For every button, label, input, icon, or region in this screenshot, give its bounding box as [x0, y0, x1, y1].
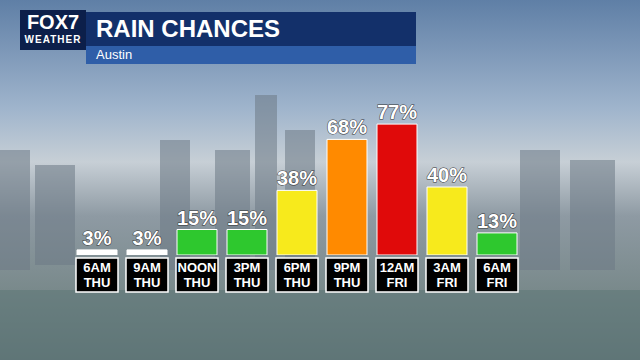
svg-text:15%: 15% — [227, 207, 267, 229]
svg-text:9AM: 9AM — [133, 260, 160, 275]
svg-text:3%: 3% — [83, 227, 112, 249]
html-text:Austin: Austin — [96, 47, 133, 62]
svg-text:9PM: 9PM — [334, 260, 361, 275]
svg-text:77%: 77% — [377, 101, 417, 123]
svg-text:6PM: 6PM — [284, 260, 311, 275]
svg-text:THU: THU — [184, 275, 211, 290]
svg-text:3%: 3% — [133, 227, 162, 249]
svg-text:THU: THU — [84, 275, 111, 290]
svg-text:3AM: 3AM — [433, 260, 460, 275]
html-text:RAIN CHANCES: RAIN CHANCES — [96, 15, 280, 42]
svg-text:12AM: 12AM — [380, 260, 415, 275]
svg-text:THU: THU — [234, 275, 261, 290]
html-text:FOX7: FOX7 — [26, 11, 80, 33]
svg-text:38%: 38% — [277, 167, 317, 189]
svg-text:6AM: 6AM — [83, 260, 110, 275]
svg-text:15%: 15% — [177, 207, 217, 229]
html-text:WEATHER: WEATHER — [24, 34, 82, 45]
svg-text:FRI: FRI — [487, 275, 508, 290]
svg-text:THU: THU — [334, 275, 361, 290]
svg-text:THU: THU — [134, 275, 161, 290]
svg-text:NOON: NOON — [178, 260, 217, 275]
svg-text:40%: 40% — [427, 164, 467, 186]
svg-text:FRI: FRI — [387, 275, 408, 290]
svg-text:68%: 68% — [327, 116, 367, 138]
svg-text:13%: 13% — [477, 210, 517, 232]
svg-text:FRI: FRI — [437, 275, 458, 290]
svg-text:THU: THU — [284, 275, 311, 290]
svg-text:3PM: 3PM — [234, 260, 261, 275]
svg-text:6AM: 6AM — [483, 260, 510, 275]
